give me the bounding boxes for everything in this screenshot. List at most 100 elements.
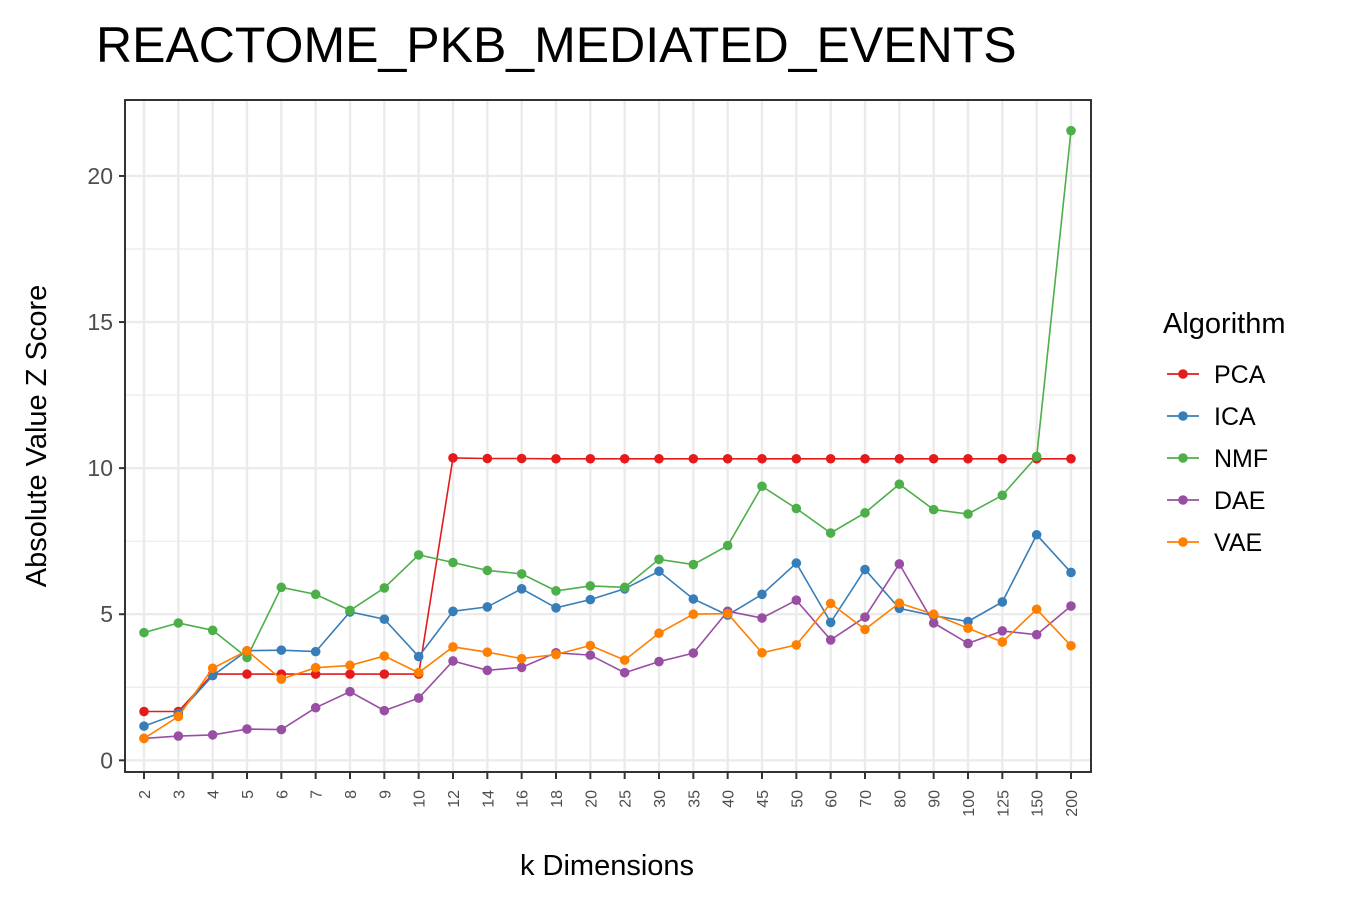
data-point-ica	[585, 594, 596, 605]
data-point-nmf	[585, 581, 596, 591]
x-tick-label: 25	[618, 790, 635, 808]
data-point-vae	[345, 660, 355, 671]
data-point-dae	[757, 613, 767, 623]
data-point-ica	[139, 721, 149, 731]
data-point-pca	[585, 453, 596, 464]
x-tick-label: 90	[927, 790, 944, 808]
y-tick-label: 15	[87, 309, 113, 335]
data-point-nmf	[1031, 451, 1042, 462]
data-point-nmf	[345, 605, 355, 616]
data-point-pca	[688, 453, 699, 464]
x-tick-label: 16	[515, 790, 532, 808]
data-point-dae	[379, 705, 390, 716]
data-point-dae	[1066, 601, 1076, 611]
data-point-dae	[585, 650, 596, 660]
data-point-ica	[207, 670, 218, 681]
data-point-vae	[722, 608, 733, 619]
legend-key-point-nmf	[1178, 453, 1188, 463]
legend-label-pca: PCA	[1214, 361, 1266, 389]
data-point-vae	[207, 663, 218, 674]
data-point-vae	[654, 628, 664, 639]
data-point-vae	[379, 651, 390, 661]
data-point-dae	[276, 724, 287, 735]
data-point-ica	[551, 602, 561, 613]
data-point-ica	[1031, 529, 1042, 540]
series-line-vae	[143, 602, 1072, 740]
data-point-nmf	[207, 625, 218, 636]
data-point-dae	[482, 665, 493, 676]
x-tick-label: 150	[1030, 790, 1047, 817]
data-point-dae	[825, 635, 836, 645]
data-point-dae	[997, 626, 1008, 636]
x-axis-title: k Dimensions	[520, 850, 694, 882]
data-point-nmf	[276, 582, 287, 593]
data-point-dae	[688, 648, 699, 658]
data-point-nmf	[825, 528, 836, 538]
data-point-pca	[619, 453, 630, 464]
data-point-vae	[688, 609, 699, 620]
data-point-nmf	[654, 554, 664, 565]
data-point-ica	[825, 617, 836, 628]
x-tick-label: 45	[755, 790, 772, 808]
data-point-dae	[207, 730, 218, 740]
x-tick-label: 7	[309, 790, 326, 799]
x-tick-label: 70	[858, 790, 875, 808]
x-tick-label: 60	[824, 790, 841, 808]
legend-key-point-dae	[1178, 495, 1188, 505]
data-point-dae	[345, 686, 355, 697]
series-line-nmf	[143, 130, 1072, 659]
data-point-ica	[516, 584, 527, 594]
y-tick-label: 20	[87, 163, 113, 189]
data-point-dae	[928, 618, 939, 628]
data-point-vae	[242, 645, 252, 656]
x-tick-label: 30	[652, 790, 669, 808]
data-point-nmf	[757, 481, 767, 492]
data-point-pca	[654, 453, 664, 464]
data-point-pca	[345, 669, 355, 679]
x-tick-label: 80	[892, 790, 909, 808]
data-point-ica	[860, 564, 870, 575]
data-point-vae	[310, 662, 321, 673]
data-point-pca	[722, 453, 733, 464]
data-point-vae	[276, 674, 287, 684]
data-point-vae	[551, 649, 561, 660]
x-tick-label: 8	[343, 790, 360, 799]
data-point-dae	[516, 662, 527, 673]
data-point-vae	[482, 647, 493, 658]
data-point-dae	[619, 667, 630, 678]
data-point-pca	[997, 453, 1008, 464]
data-point-ica	[310, 646, 321, 657]
data-point-dae	[654, 656, 664, 667]
y-tick-label: 5	[100, 601, 113, 627]
data-point-nmf	[722, 540, 733, 551]
x-tick-label: 14	[480, 790, 497, 808]
data-point-nmf	[448, 557, 458, 568]
legend-label-nmf: NMF	[1214, 445, 1268, 473]
data-point-nmf	[379, 583, 390, 593]
data-point-dae	[791, 595, 802, 606]
data-point-nmf	[791, 503, 802, 514]
data-point-ica	[379, 614, 390, 624]
data-point-vae	[997, 637, 1008, 647]
data-point-vae	[585, 640, 596, 651]
data-point-ica	[482, 602, 493, 612]
data-point-pca	[139, 706, 149, 717]
data-point-vae	[173, 711, 184, 722]
data-point-vae	[928, 609, 939, 620]
data-point-vae	[413, 667, 424, 678]
data-point-dae	[310, 702, 321, 713]
data-point-nmf	[139, 627, 149, 638]
data-point-pca	[551, 453, 561, 464]
plot-grid	[125, 100, 1091, 772]
data-point-pca	[825, 453, 836, 464]
x-tick-label: 12	[446, 790, 463, 808]
data-point-pca	[1066, 453, 1076, 464]
x-tick-label: 40	[721, 790, 738, 808]
chart-title: REACTOME_PKB_MEDIATED_EVENTS	[96, 17, 1017, 73]
data-point-pca	[242, 669, 252, 679]
data-point-nmf	[242, 652, 252, 663]
data-point-nmf	[482, 565, 493, 576]
x-tick-label: 2	[137, 790, 154, 799]
data-point-nmf	[928, 504, 939, 515]
